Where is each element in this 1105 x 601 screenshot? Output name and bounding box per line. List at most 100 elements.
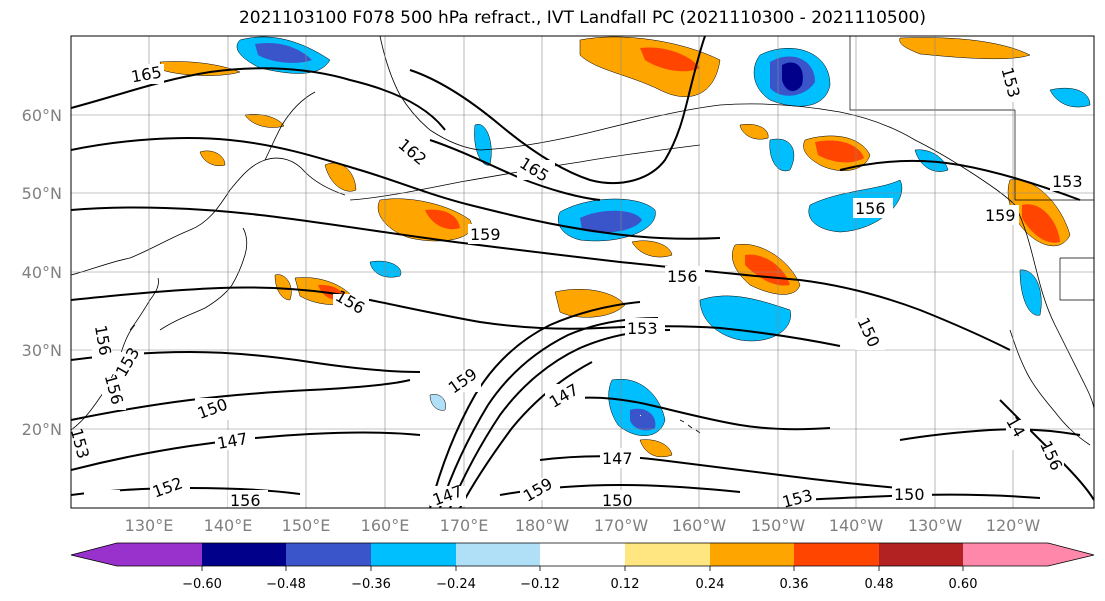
lat-label: 60°N bbox=[22, 106, 62, 125]
shade-negative-region bbox=[699, 295, 791, 342]
colorbar-segment bbox=[540, 543, 625, 566]
colorbar-segment bbox=[371, 543, 456, 566]
longitude-labels: 130°E 140°E 150°E 160°E 170°E 180°W 170°… bbox=[125, 516, 1041, 535]
mexico-coastline bbox=[1009, 329, 1091, 446]
anomaly-shading bbox=[159, 36, 1091, 458]
asia-coastline bbox=[71, 157, 346, 276]
shade-positive-region bbox=[631, 240, 673, 258]
colorbar-segment bbox=[963, 543, 1048, 566]
contour-line bbox=[429, 301, 641, 508]
colorbar-tick-label: 0.36 bbox=[780, 577, 809, 592]
colorbar-extend-high bbox=[1048, 543, 1094, 566]
shade-positive-region bbox=[159, 61, 241, 76]
colorbar-tick-label: −0.36 bbox=[351, 577, 391, 592]
alaska-coastline bbox=[379, 36, 1016, 206]
shade-negative-region bbox=[1049, 87, 1091, 108]
political-borders bbox=[849, 36, 1094, 301]
shade-positive-region bbox=[899, 37, 1031, 60]
colorbar-segment bbox=[286, 543, 371, 566]
shade-negative-core bbox=[630, 408, 656, 431]
lon-label: 170°W bbox=[594, 516, 649, 535]
contour-label: 150 bbox=[602, 491, 633, 510]
shade-negative-region bbox=[769, 138, 795, 172]
contour-line bbox=[71, 379, 411, 421]
shade-positive-core bbox=[425, 209, 460, 230]
lat-label: 30°N bbox=[22, 341, 62, 360]
shade-positive-core bbox=[1022, 204, 1060, 243]
colorbar-tick-label: 0.48 bbox=[865, 577, 894, 592]
north-america-coastline bbox=[1014, 204, 1094, 411]
contour-line bbox=[409, 36, 706, 184]
coastlines bbox=[71, 36, 1094, 446]
shade-positive-region bbox=[377, 198, 472, 242]
colorbar-tick-label: −0.60 bbox=[182, 577, 222, 592]
contour-label: 150 bbox=[894, 485, 925, 504]
lon-label: 160°E bbox=[361, 516, 410, 535]
contour-labels: 165 162 165 159 156 156 153 150 147 147 … bbox=[67, 62, 1090, 512]
lon-label: 160°W bbox=[672, 516, 727, 535]
lat-label: 50°N bbox=[22, 184, 62, 203]
shade-positive-region bbox=[579, 36, 721, 97]
lon-label: 180°W bbox=[515, 516, 570, 535]
colorbar-tick-label: −0.48 bbox=[266, 577, 306, 592]
shade-negative-deep bbox=[782, 62, 803, 92]
lon-label: 130°E bbox=[125, 516, 174, 535]
map-frame bbox=[70, 35, 1095, 509]
colorbar-extend-low bbox=[71, 543, 117, 566]
contour-line bbox=[439, 317, 659, 508]
hawaii-islands bbox=[679, 419, 701, 434]
contour-line bbox=[899, 428, 1081, 441]
contour-label: 156 bbox=[855, 199, 886, 218]
shade-positive-region bbox=[639, 439, 673, 458]
colorbar-segment bbox=[456, 543, 540, 566]
lon-label: 140°W bbox=[829, 516, 884, 535]
latitude-labels: 60°N 50°N 40°N 30°N 20°N bbox=[22, 106, 62, 439]
colorbar: −0.60 −0.48 −0.36 −0.24 −0.12 0.12 0.24 … bbox=[70, 542, 1095, 592]
shade-negative-core bbox=[255, 42, 312, 63]
contour-label: 153 bbox=[1052, 172, 1083, 191]
shade-positive-core bbox=[815, 140, 864, 163]
colorbar-ticks bbox=[201, 566, 964, 571]
lon-label: 130°W bbox=[908, 516, 963, 535]
colorbar-segment bbox=[794, 543, 879, 566]
contour-label: 156 bbox=[667, 267, 698, 286]
shade-negative-light bbox=[429, 394, 446, 411]
colorbar-segment bbox=[117, 543, 202, 566]
korea-coastline bbox=[129, 277, 159, 331]
contour-line bbox=[459, 361, 593, 508]
lat-label: 20°N bbox=[22, 420, 62, 439]
kamchatka-coastline bbox=[264, 91, 316, 161]
shade-positive-region bbox=[199, 150, 226, 166]
colorbar-segment bbox=[710, 543, 794, 566]
map-title: 2021103100 F078 500 hPa refract., IVT La… bbox=[238, 8, 926, 28]
contour-label: 153 bbox=[627, 319, 658, 338]
contour-label: 153 bbox=[780, 486, 814, 512]
contour-line bbox=[71, 286, 841, 347]
colorbar-tick-label: 0.60 bbox=[949, 577, 978, 592]
contour-line bbox=[71, 137, 721, 240]
alaska-canada-border bbox=[849, 36, 1015, 111]
colorbar-outline bbox=[70, 542, 1095, 567]
colorbar-segment bbox=[879, 543, 963, 566]
contour-line bbox=[449, 329, 671, 508]
contour-label: 159 bbox=[470, 225, 501, 244]
colorbar-segment bbox=[625, 543, 710, 566]
shade-positive-region bbox=[274, 274, 292, 301]
shade-positive-core bbox=[640, 47, 700, 72]
contour-label: 156 bbox=[230, 491, 261, 510]
colorbar-tick-label: 0.24 bbox=[696, 577, 725, 592]
lon-label: 150°W bbox=[751, 516, 806, 535]
shade-negative-region bbox=[1019, 269, 1042, 316]
colorbar-tick-label: 0.12 bbox=[611, 577, 640, 592]
japan-coastline bbox=[159, 227, 248, 331]
contour-line bbox=[71, 67, 446, 131]
lon-label: 150°E bbox=[282, 516, 331, 535]
colorbar-tick-label: −0.24 bbox=[436, 577, 476, 592]
contour-label: 153 bbox=[67, 426, 93, 460]
lon-label: 120°W bbox=[986, 516, 1041, 535]
lon-label: 140°E bbox=[204, 516, 253, 535]
contour-line bbox=[559, 396, 831, 431]
lat-label: 40°N bbox=[22, 263, 62, 282]
lon-label: 170°E bbox=[440, 516, 489, 535]
